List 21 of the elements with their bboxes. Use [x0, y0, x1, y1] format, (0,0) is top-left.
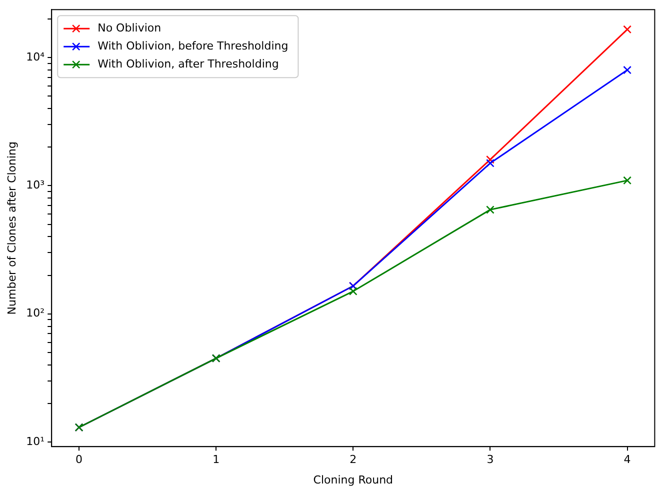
- y-tick-label: 10⁴: [26, 50, 46, 64]
- legend-label: With Oblivion, after Thresholding: [98, 57, 279, 70]
- y-tick-label: 10³: [26, 178, 45, 192]
- y-tick-label: 10²: [26, 306, 45, 320]
- x-tick-label: 3: [486, 453, 494, 466]
- point: [623, 66, 632, 74]
- x-tick-label: 2: [350, 453, 357, 466]
- y-axis-title: Number of Clones after Cloning: [5, 142, 18, 315]
- x-tick-label: 1: [212, 453, 220, 466]
- y-tick-label: 10¹: [26, 434, 45, 448]
- point: [348, 287, 358, 296]
- point: [486, 206, 494, 214]
- legend-label: With Oblivion, before Thresholding: [98, 39, 288, 52]
- x-axis-title: Cloning Round: [313, 473, 394, 486]
- point: [486, 158, 494, 168]
- x-tick-label: 4: [624, 453, 631, 466]
- point: [623, 176, 632, 185]
- x-tick-label: 0: [76, 453, 83, 466]
- legend-label: No Oblivion: [98, 21, 162, 34]
- point: [486, 155, 494, 164]
- point: [623, 25, 632, 34]
